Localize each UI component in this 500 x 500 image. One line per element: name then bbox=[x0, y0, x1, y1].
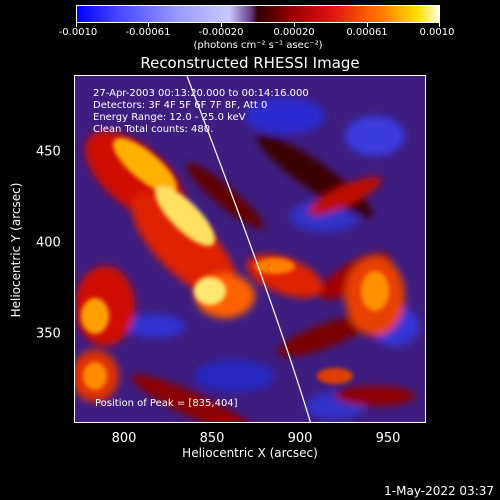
clean-counts-text: Clean Total counts: 480. bbox=[93, 124, 214, 135]
colorbar bbox=[76, 5, 440, 23]
colorbar-tick bbox=[294, 23, 295, 27]
y-tick-label: 350 bbox=[36, 326, 61, 342]
colorbar-tick bbox=[221, 23, 222, 27]
y-axis-label: Heliocentric Y (arcsec) bbox=[9, 182, 23, 318]
datestamp: 1-May-2022 03:37 bbox=[384, 484, 494, 498]
x-tick-label: 950 bbox=[375, 431, 401, 446]
peak-position-text: Position of Peak = [835,404] bbox=[95, 398, 238, 409]
time-range-text: 27-Apr-2003 00:13:20.000 to 00:14:16.000 bbox=[93, 88, 309, 99]
x-tick-label: 900 bbox=[287, 431, 313, 446]
rhessi-image: 27-Apr-2003 00:13:20.000 to 00:14:16.000… bbox=[74, 75, 426, 423]
x-tick-label: 850 bbox=[199, 431, 225, 446]
x-tick-label: 800 bbox=[111, 431, 137, 446]
colorbar-label: 0.00061 bbox=[346, 27, 388, 38]
colorbar-tick bbox=[148, 23, 149, 27]
y-tick-label: 450 bbox=[36, 144, 61, 160]
colorbar-tick bbox=[367, 23, 368, 27]
solar-limb-line bbox=[186, 76, 312, 422]
image-title: Reconstructed RHESSI Image bbox=[140, 54, 360, 72]
y-tick-label: 400 bbox=[36, 235, 61, 251]
colorbar-label: 0.00020 bbox=[273, 27, 315, 38]
colorbar-label: -0.00061 bbox=[125, 27, 171, 38]
colorbar-units: (photons cm⁻² s⁻¹ asec⁻²) bbox=[193, 40, 323, 51]
energy-range-text: Energy Range: 12.0 - 25.0 keV bbox=[93, 112, 246, 123]
image-canvas bbox=[75, 76, 425, 422]
colorbar-label: -0.0010 bbox=[58, 27, 98, 38]
colorbar-label: 0.0010 bbox=[419, 27, 455, 38]
detectors-text: Detectors: 3F 4F 5F 6F 7F 8F, Att 0 bbox=[93, 100, 268, 111]
colorbar-tick bbox=[439, 23, 440, 27]
colorbar-tick bbox=[76, 23, 77, 27]
colorbar-label: -0.00020 bbox=[198, 27, 244, 38]
x-axis-label: Heliocentric X (arcsec) bbox=[182, 446, 318, 460]
